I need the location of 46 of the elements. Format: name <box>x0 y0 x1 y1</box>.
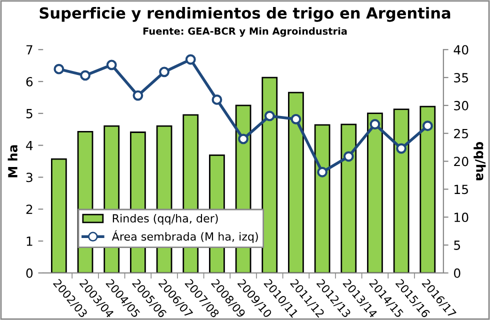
point <box>238 134 248 144</box>
y2-tick-label: 35 <box>454 72 468 82</box>
point <box>54 64 64 74</box>
point <box>290 114 302 124</box>
bar <box>288 92 304 273</box>
point <box>212 94 222 105</box>
bar <box>340 124 357 273</box>
y-tick-label: 5 <box>26 109 32 118</box>
legend-label: Área sembrada (M ha, izq) <box>112 230 258 243</box>
y-tick-label: 3 <box>26 172 32 182</box>
point <box>264 110 275 122</box>
bar <box>367 112 383 273</box>
bar <box>50 158 67 273</box>
y2-tick-label: 15 <box>454 184 468 194</box>
y-tick-label: 2 <box>26 204 32 214</box>
y2-tick-label: 5 <box>454 240 460 250</box>
point <box>343 151 354 162</box>
y2-axis-title: qq/ha <box>474 142 486 180</box>
point <box>317 166 328 178</box>
y-tick-label: 1 <box>26 236 32 246</box>
y-tick-label: 6 <box>26 76 33 86</box>
point <box>106 60 117 70</box>
chart-subtitle: Fuente: GEA-BCR y Min Agroindustria <box>143 27 347 37</box>
y2-tick-label: 0 <box>454 268 460 278</box>
legend-label: Rindes (qq/ha, der) <box>112 214 218 225</box>
bar <box>262 76 278 273</box>
y2-tick-label: 20 <box>454 156 468 166</box>
y2-tick-label: 10 <box>454 212 468 222</box>
y-tick-label: 7 <box>26 45 32 54</box>
point <box>422 120 433 132</box>
y2-tick-label: 30 <box>454 100 468 110</box>
bar <box>420 106 436 273</box>
point <box>80 70 90 81</box>
point <box>159 66 170 78</box>
y-tick-label: 0 <box>26 268 33 278</box>
y-tick-label: 4 <box>26 140 33 150</box>
y-axis-title: M ha <box>8 145 18 178</box>
y2-tick-label: 25 <box>454 128 468 138</box>
point <box>132 90 144 101</box>
point <box>185 54 196 65</box>
bar <box>314 124 330 273</box>
y2-tick-label: 40 <box>454 45 468 55</box>
point <box>396 143 407 154</box>
chart-title: Superficie y rendimientos de trigo en Argentina <box>40 6 450 22</box>
bar <box>393 108 410 273</box>
point <box>370 119 380 130</box>
